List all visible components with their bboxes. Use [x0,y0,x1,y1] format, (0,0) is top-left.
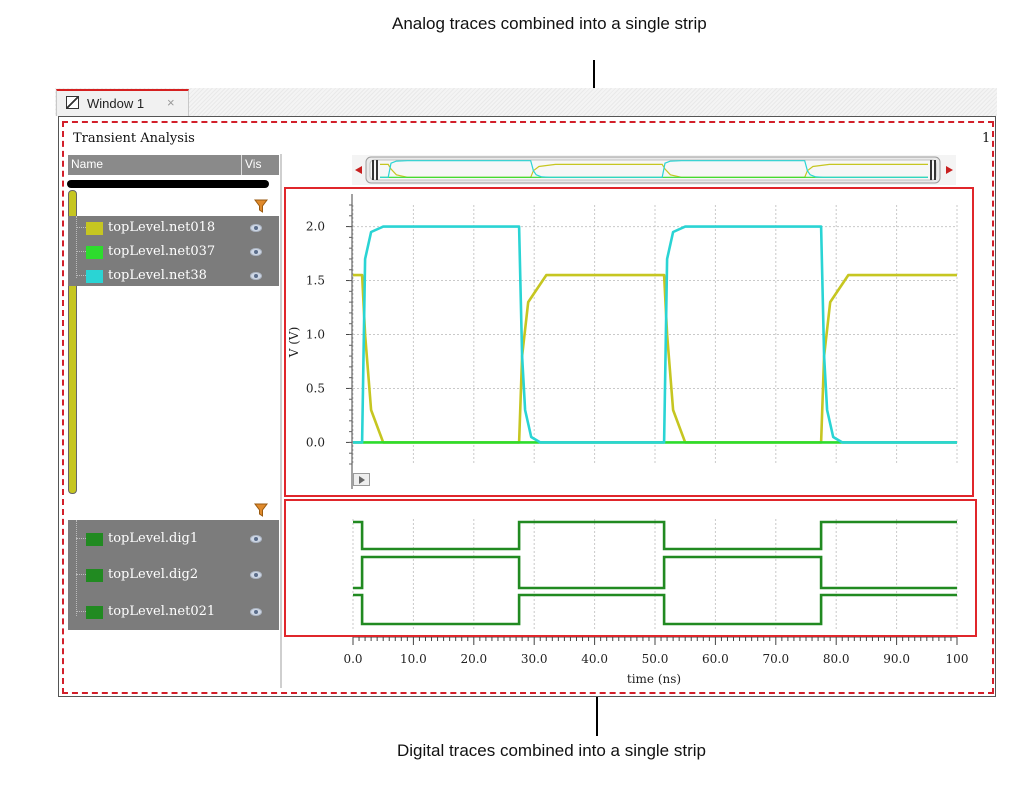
color-swatch[interactable] [86,222,103,235]
analog-strip-scroll-handle[interactable] [68,190,77,494]
y-tick-label: 2.0 [306,220,325,234]
x-tick-label: 10.0 [400,652,427,666]
digital-strip-chart[interactable] [286,501,975,635]
visibility-eye-icon[interactable] [250,248,262,256]
x-tick-label: 80.0 [823,652,850,666]
signal-name: topLevel.net38 [108,268,207,283]
subwindow-number: 1 [982,131,991,146]
visibility-eye-icon[interactable] [250,571,262,579]
tree-branch [76,275,86,276]
scroll-left-arrow-icon[interactable] [355,166,362,174]
visibility-eye-icon[interactable] [250,608,262,616]
y-tick-label: 0.5 [306,381,325,395]
column-divider[interactable] [241,155,242,175]
analog-strip-highlight [284,187,974,497]
y-tick-label: 1.0 [306,328,325,342]
x-tick-label: 30.0 [521,652,548,666]
tree-branch [76,574,86,575]
tree-branch [76,611,86,612]
x-axis-label: time (ns) [627,672,681,686]
signal-row-net38[interactable]: topLevel.net38 [68,266,279,286]
y-axis-label: V (V) [287,327,301,359]
signal-row-net018[interactable]: topLevel.net018 [68,218,279,238]
x-tick-label: 70.0 [762,652,789,666]
analog-signal-group [68,216,279,286]
tree-branch [76,538,86,539]
x-tick-label: 60.0 [702,652,729,666]
x-tick-label: 40.0 [581,652,608,666]
signal-row-dig1[interactable]: topLevel.dig1 [68,529,279,549]
overview-trace [380,160,928,178]
signal-list-header: Name Vis [68,155,279,175]
series-topLevel-net38[interactable] [353,225,957,444]
signal-name: topLevel.net037 [108,244,216,259]
series-topLevel-dig1[interactable] [353,520,957,551]
tree-connector [76,216,77,278]
series-topLevel-net021[interactable] [353,593,957,626]
analysis-title: Transient Analysis [73,131,195,146]
y-tick-label: 0.0 [306,435,325,449]
x-tick-label: 100 [946,652,969,666]
tab-window-1[interactable]: Window 1 × [56,89,189,116]
analog-strip-chart[interactable]: 0.0 0.5 1.0 1.5 2.0 V (V) [286,189,972,495]
signal-row-net021[interactable]: topLevel.net021 [68,602,279,622]
overview-traces [380,160,928,178]
digital-callout-label: Digital traces combined into a single st… [397,741,706,760]
color-swatch[interactable] [86,270,103,283]
play-icon[interactable] [353,473,370,486]
scroll-right-arrow-icon[interactable] [946,166,953,174]
window-icon [66,96,79,109]
color-swatch[interactable] [86,606,103,619]
y-tick-label: 1.5 [306,274,325,288]
close-icon[interactable]: × [167,95,175,110]
visibility-eye-icon[interactable] [250,272,262,280]
time-axis: 0.0 10.0 20.0 30.0 40.0 50.0 60.0 70.0 80.0 90.0 1… [343,637,969,686]
range-handle-right[interactable] [930,160,936,180]
series-topLevel-dig2[interactable] [353,555,957,590]
digital-strip-highlight [284,499,977,637]
tree-branch [76,251,86,252]
strip-selector-bar[interactable] [67,180,269,188]
visibility-eye-icon[interactable] [250,224,262,232]
overview-scrollbar[interactable] [352,155,956,185]
graph-window-frame [62,121,994,694]
signal-row-dig2[interactable]: topLevel.dig2 [68,565,279,585]
filter-icon[interactable] [253,502,269,518]
visibility-eye-icon[interactable] [250,535,262,543]
filter-icon[interactable] [253,198,269,214]
color-swatch[interactable] [86,246,103,259]
x-tick-label: 90.0 [883,652,910,666]
range-handle-left[interactable] [372,160,378,180]
digital-signal-group [68,520,279,630]
x-tick-label: 50.0 [642,652,669,666]
signal-row-net037[interactable]: topLevel.net037 [68,242,279,262]
analog-callout-label: Analog traces combined into a single str… [392,14,707,33]
tab-bar [55,88,997,116]
color-swatch[interactable] [86,533,103,546]
signal-name: topLevel.net018 [108,220,216,235]
signal-list-panel [66,154,282,688]
tab-label: Window 1 [87,96,145,111]
signal-name: topLevel.dig2 [108,567,199,582]
tree-branch [76,227,86,228]
column-header-vis[interactable]: Vis [245,157,262,171]
tree-connector [76,520,77,616]
x-tick-label: 0.0 [343,652,362,666]
color-swatch[interactable] [86,569,103,582]
signal-name: topLevel.dig1 [108,531,199,546]
x-tick-label: 20.0 [460,652,487,666]
column-header-name[interactable]: Name [71,157,104,171]
signal-name: topLevel.net021 [108,604,216,619]
